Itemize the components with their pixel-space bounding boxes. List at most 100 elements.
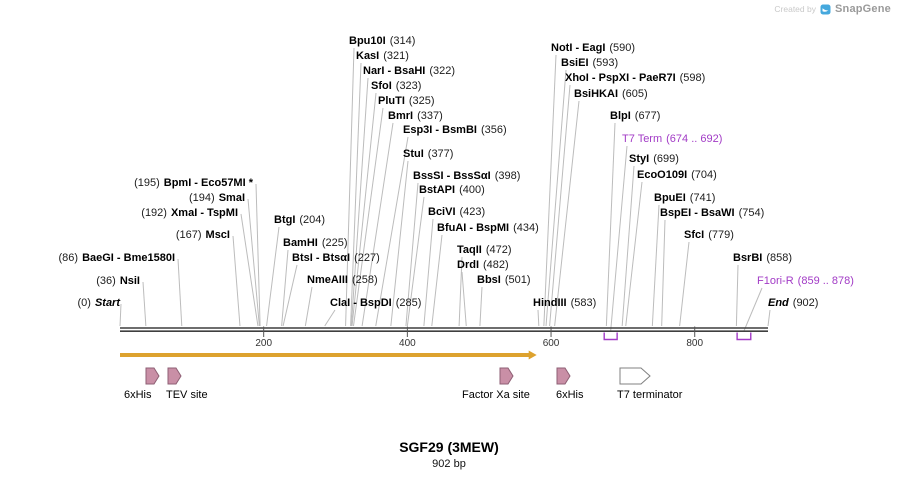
enzyme-label[interactable]: BciVI (423) (428, 206, 485, 219)
leader-line (345, 47, 355, 327)
enzyme-label[interactable]: BstAPI (400) (419, 184, 485, 197)
primer-label[interactable]: T7 Term (674 .. 692) (622, 133, 722, 146)
enzyme-label-position: (472) (485, 244, 512, 256)
enzyme-label-name: XmaI - TspMI (170, 207, 238, 219)
enzyme-label-name: BpmI - Eco57MI * (163, 177, 253, 189)
enzyme-label-position: (398) (494, 170, 521, 182)
leader-line (247, 198, 260, 327)
start-label-position: (0) (77, 297, 91, 309)
enzyme-label[interactable]: (167) MscI (176, 229, 230, 242)
enzyme-label[interactable]: NarI - BsaHI (322) (363, 65, 455, 78)
enzyme-label[interactable]: BamHI (225) (283, 237, 348, 250)
enzyme-label[interactable]: StyI (699) (629, 153, 679, 166)
enzyme-label[interactable]: ClaI - BspDI (285) (330, 297, 421, 310)
enzyme-label[interactable]: BssSI - BssSαI (398) (413, 170, 520, 183)
enzyme-label[interactable]: Bpu10I (314) (349, 35, 415, 48)
enzyme-label[interactable]: BtgI (204) (274, 214, 325, 227)
start-label[interactable]: (0) Start (77, 297, 120, 310)
leader-line (431, 234, 443, 327)
feature-label[interactable]: T7 terminator (617, 389, 683, 401)
enzyme-label[interactable]: (192) XmaI - TspMI (141, 207, 238, 220)
plasmid-title: SGF29 (3MEW) (399, 439, 499, 455)
enzyme-label-position: (314) (389, 35, 416, 47)
enzyme-label[interactable]: (194) SmaI (189, 192, 245, 205)
enzyme-label[interactable]: (86) BaeGI - Bme1580I (59, 252, 176, 265)
feature-label[interactable]: 6xHis (124, 389, 152, 401)
leader-line (390, 160, 409, 327)
enzyme-label[interactable]: NmeAIII (258) (307, 274, 378, 287)
enzyme-label[interactable]: KasI (321) (356, 50, 409, 63)
primer-bracket[interactable] (603, 332, 618, 341)
enzyme-label[interactable]: DrdI (482) (457, 259, 509, 272)
enzyme-label[interactable]: NotI - EagI (590) (551, 42, 635, 55)
enzyme-label[interactable]: BsiEI (593) (561, 57, 618, 70)
enzyme-label-name: BfuAI - BspMI (437, 222, 510, 234)
feature-arrow[interactable] (499, 367, 514, 385)
enzyme-label-name: XhoI - PspXI - PaeR7I (565, 72, 676, 84)
leader-line (119, 303, 122, 327)
leader-line (142, 281, 147, 327)
enzyme-label-position: (167) (175, 229, 202, 241)
enzyme-label[interactable]: BfuAI - BspMI (434) (437, 222, 539, 235)
enzyme-label-name: ClaI - BspDI (330, 297, 392, 309)
leader-line (661, 219, 666, 327)
feature-arrow[interactable] (167, 367, 182, 385)
enzyme-label-position: (377) (427, 148, 454, 160)
primer-bracket[interactable] (736, 332, 752, 341)
enzyme-label-position: (192) (141, 207, 167, 219)
enzyme-label-name: Esp3I - BsmBI (403, 124, 477, 136)
enzyme-label-position: (423) (459, 206, 486, 218)
enzyme-label[interactable]: StuI (377) (403, 148, 453, 161)
primer-label-name: F1ori-R (757, 275, 794, 287)
feature-arrow[interactable] (556, 367, 571, 385)
axis-tick-label: 400 (399, 338, 416, 349)
leader-line (351, 92, 377, 327)
enzyme-label-name: EcoO109I (637, 169, 688, 181)
enzyme-label-position: (337) (417, 110, 443, 122)
leader-line (281, 249, 289, 327)
enzyme-label-position: (204) (299, 214, 326, 226)
enzyme-label[interactable]: BsrBI (858) (733, 252, 792, 265)
enzyme-label[interactable]: BmrI (337) (388, 110, 443, 123)
feature-label[interactable]: 6xHis (556, 389, 584, 401)
end-label[interactable]: End (902) (768, 297, 818, 310)
enzyme-label[interactable]: (36) NsiI (96, 275, 140, 288)
enzyme-label[interactable]: Esp3I - BsmBI (356) (403, 124, 507, 137)
enzyme-label[interactable]: PluTI (325) (378, 95, 435, 108)
enzyme-label[interactable]: TaqII (472) (457, 244, 512, 257)
enzyme-label-name: BciVI (428, 206, 456, 218)
leader-line (651, 204, 660, 327)
enzyme-label-position: (598) (679, 72, 706, 84)
enzyme-label-position: (356) (480, 124, 507, 136)
leader-line (361, 122, 394, 327)
enzyme-label-name: StuI (403, 148, 424, 160)
primer-label[interactable]: F1ori-R (859 .. 878) (757, 275, 854, 288)
enzyme-label-position: (779) (708, 229, 734, 241)
enzyme-label[interactable]: BlpI (677) (610, 110, 660, 123)
enzyme-label[interactable]: BtsI - BtsαI (227) (292, 252, 380, 265)
feature-label[interactable]: TEV site (166, 389, 208, 401)
leader-line (282, 264, 298, 327)
enzyme-label[interactable]: BsiHKAI (605) (574, 88, 648, 101)
enzyme-label[interactable]: HindIII (583) (533, 297, 596, 310)
enzyme-label[interactable]: (195) BpmI - Eco57MI * (134, 177, 253, 190)
enzyme-label[interactable]: BspEI - BsaWI (754) (660, 207, 764, 220)
enzyme-label-position: (699) (653, 153, 679, 165)
enzyme-label[interactable]: BbsI (501) (477, 274, 531, 287)
enzyme-label[interactable]: BpuEI (741) (654, 192, 715, 205)
enzyme-label[interactable]: EcoO109I (704) (637, 169, 717, 182)
enzyme-label-position: (322) (429, 65, 456, 77)
end-label-name: End (768, 297, 789, 309)
enzyme-label[interactable]: XhoI - PspXI - PaeR7I (598) (565, 72, 705, 85)
terminator-arrow[interactable] (619, 367, 651, 385)
enzyme-label[interactable]: SfcI (779) (684, 229, 734, 242)
feature-arrow[interactable] (145, 367, 160, 385)
enzyme-label-position: (225) (321, 237, 348, 249)
enzyme-label[interactable]: SfoI (323) (371, 80, 421, 93)
feature-label[interactable]: Factor Xa site (462, 389, 530, 401)
enzyme-label-name: PluTI (378, 95, 405, 107)
enzyme-label-position: (36) (96, 275, 116, 287)
enzyme-label-position: (677) (634, 110, 661, 122)
end-label-position: (902) (792, 297, 819, 309)
